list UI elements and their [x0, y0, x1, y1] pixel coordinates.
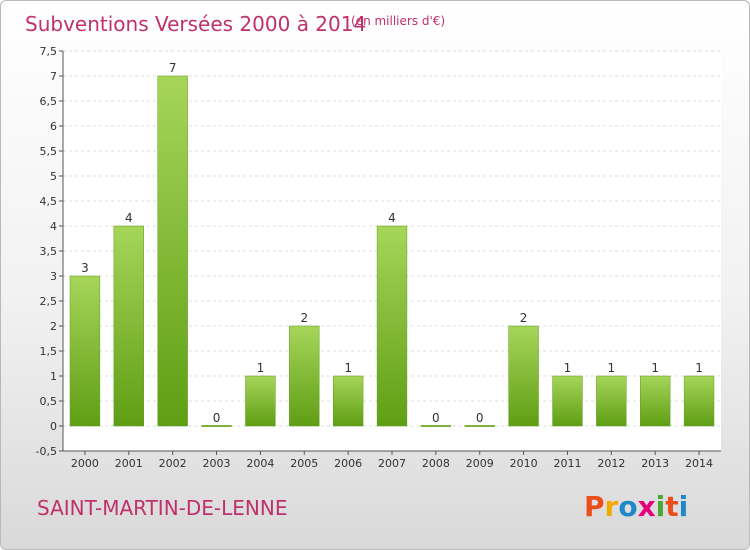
bar-value-label: 2: [520, 311, 528, 325]
x-tick-label: 2011: [553, 457, 581, 470]
bar-value-label: 0: [213, 411, 221, 425]
bar-2002: [157, 75, 188, 427]
x-tick-label: 2008: [422, 457, 450, 470]
bar-2008: [420, 425, 452, 427]
bar-value-label: 1: [564, 361, 572, 375]
bar-2001: [113, 225, 144, 427]
x-tick-label: 2007: [378, 457, 406, 470]
logo-letter: P: [584, 490, 605, 523]
x-tick-label: 2003: [203, 457, 231, 470]
y-tick-label: 5,5: [40, 145, 58, 158]
axes: [59, 50, 721, 455]
y-tick-label: 2: [50, 320, 57, 333]
y-tick-label: 0: [50, 420, 57, 433]
bar-value-label: 3: [81, 261, 89, 275]
logo-letter: t: [665, 490, 678, 523]
bar-value-label: 7: [169, 61, 177, 75]
y-tick-label: 2,5: [40, 295, 58, 308]
bar-value-label: 1: [344, 361, 352, 375]
bar-value-label: 2: [300, 311, 308, 325]
labels: -0,500,511,522,533,544,555,566,577,53200…: [36, 45, 714, 470]
y-tick-label: 1: [50, 370, 57, 383]
y-tick-label: -0,5: [36, 445, 57, 458]
bars: [69, 75, 715, 427]
bar-2012: [596, 375, 627, 427]
bar-value-label: 1: [651, 361, 659, 375]
y-tick-label: 6: [50, 120, 57, 133]
bar-2006: [332, 375, 364, 427]
x-tick-label: 2004: [246, 457, 274, 470]
bar-2004: [245, 375, 276, 427]
x-tick-label: 2010: [510, 457, 538, 470]
commune-name: SAINT-MARTIN-DE-LENNE: [37, 496, 287, 520]
bar-2013: [640, 375, 671, 427]
x-tick-label: 2013: [641, 457, 669, 470]
proxiti-logo: Proxiti: [584, 490, 688, 523]
y-tick-label: 7: [50, 70, 57, 83]
bar-2011: [552, 375, 583, 427]
x-tick-label: 2014: [685, 457, 713, 470]
bar-2005: [289, 325, 320, 427]
y-tick-label: 6,5: [40, 95, 58, 108]
bar-value-label: 0: [476, 411, 484, 425]
bar-2007: [376, 225, 408, 427]
y-tick-label: 7,5: [40, 45, 58, 58]
x-tick-label: 2005: [290, 457, 318, 470]
logo-letter: o: [618, 490, 637, 523]
bar-value-label: 0: [432, 411, 440, 425]
bar-value-label: 4: [388, 211, 396, 225]
bar-value-label: 4: [125, 211, 133, 225]
bar-2003: [201, 425, 232, 427]
bar-2009: [464, 425, 495, 427]
bar-value-label: 1: [695, 361, 703, 375]
x-tick-label: 2002: [159, 457, 187, 470]
y-tick-label: 4,5: [40, 195, 58, 208]
x-tick-label: 2012: [597, 457, 625, 470]
bar-value-label: 1: [257, 361, 265, 375]
chart-unit-note: (en milliers d'€): [351, 14, 445, 28]
bar-value-label: 1: [608, 361, 616, 375]
logo-letter: x: [638, 490, 656, 523]
y-tick-label: 1,5: [40, 345, 58, 358]
bar-2000: [69, 275, 101, 427]
x-tick-label: 2000: [71, 457, 99, 470]
y-tick-label: 0,5: [40, 395, 58, 408]
y-tick-label: 3,5: [40, 245, 58, 258]
x-tick-label: 2006: [334, 457, 362, 470]
x-tick-label: 2009: [466, 457, 494, 470]
y-tick-label: 4: [50, 220, 57, 233]
y-tick-label: 5: [50, 170, 57, 183]
y-tick-label: 3: [50, 270, 57, 283]
logo-letter: r: [605, 490, 619, 523]
logo-letter: i: [656, 490, 666, 523]
x-tick-label: 2001: [115, 457, 143, 470]
bar-2014: [683, 375, 715, 427]
bar-2010: [508, 325, 539, 427]
chart-title: Subventions Versées 2000 à 2014: [25, 12, 366, 36]
logo-letter: i: [679, 490, 689, 523]
